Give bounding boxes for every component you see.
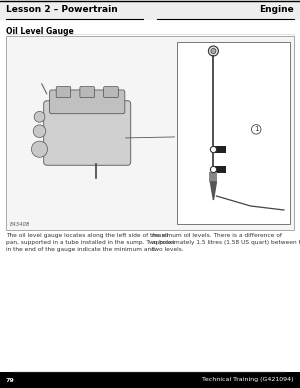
- Circle shape: [208, 46, 218, 56]
- Text: E43408: E43408: [10, 222, 30, 227]
- Bar: [177, 42, 290, 224]
- Text: The oil level gauge locates along the left side of the oil
pan, supported in a t: The oil level gauge locates along the le…: [6, 233, 175, 251]
- FancyBboxPatch shape: [80, 87, 94, 97]
- Text: Lesson 2 – Powertrain: Lesson 2 – Powertrain: [6, 5, 118, 14]
- Circle shape: [211, 48, 216, 54]
- Bar: [0, 372, 300, 388]
- Text: Oil Level Gauge: Oil Level Gauge: [6, 27, 74, 36]
- Text: 1: 1: [254, 126, 259, 132]
- Bar: [215, 146, 226, 152]
- Circle shape: [33, 125, 46, 137]
- Text: maximum oil levels. There is a difference of
approximately 1.5 litres (1.58 US q: maximum oil levels. There is a differenc…: [152, 233, 300, 251]
- FancyBboxPatch shape: [56, 87, 71, 97]
- Text: Engine: Engine: [259, 5, 294, 14]
- FancyBboxPatch shape: [50, 90, 125, 114]
- Text: 79: 79: [6, 378, 15, 383]
- FancyBboxPatch shape: [44, 101, 131, 165]
- Circle shape: [32, 141, 48, 157]
- Bar: [6, 36, 294, 230]
- Circle shape: [34, 111, 45, 122]
- Bar: [215, 166, 226, 173]
- Polygon shape: [210, 182, 216, 200]
- Bar: [209, 172, 217, 182]
- Text: Technical Training (G421094): Technical Training (G421094): [202, 378, 294, 383]
- FancyBboxPatch shape: [104, 87, 118, 97]
- Bar: [0, 0, 300, 20]
